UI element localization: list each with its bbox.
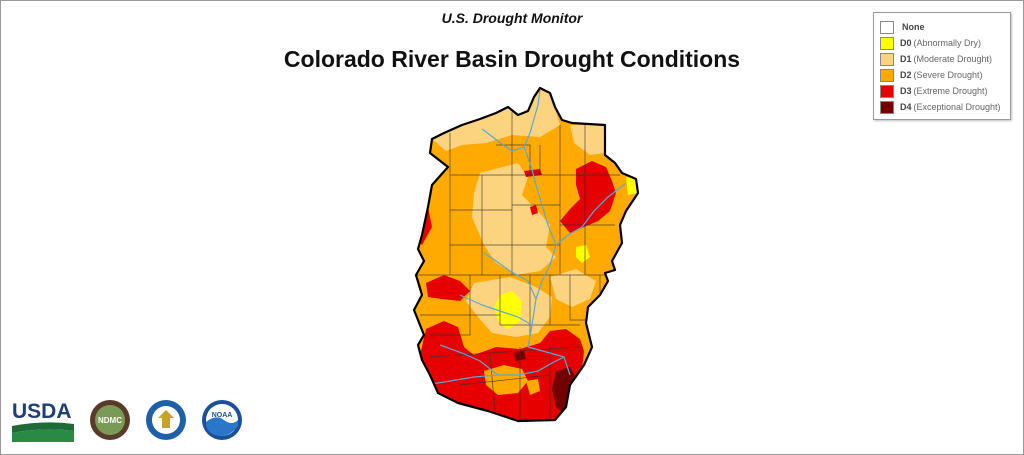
legend-code: D3 [900, 86, 912, 96]
agency-logos: USDA NDMC NOAA [12, 400, 242, 442]
legend-swatch [880, 100, 894, 114]
abnormally-dry-area [626, 177, 638, 195]
moderate-drought-area [570, 125, 605, 155]
legend-item-d4: D4 (Exceptional Drought) [880, 100, 1001, 114]
legend: None D0 (Abnormally Dry) D1 (Moderate Dr… [873, 12, 1011, 120]
legend-label: None [902, 22, 925, 32]
legend-code: D2 [900, 70, 912, 80]
legend-code: D1 [900, 54, 912, 64]
legend-code: D4 [900, 102, 912, 112]
abnormally-dry-area [494, 291, 522, 329]
extreme-drought-area [560, 161, 616, 233]
map-title: Colorado River Basin Drought Conditions [283, 46, 741, 72]
extreme-drought-area [426, 275, 470, 301]
usda-logo: USDA [12, 400, 74, 442]
legend-swatch [880, 52, 894, 66]
legend-swatch [880, 68, 894, 82]
moderate-drought-area [432, 88, 560, 151]
moderate-drought-area [550, 269, 596, 307]
basin-drought-map [412, 86, 640, 423]
legend-swatch [880, 84, 894, 98]
legend-label: (Severe Drought) [913, 70, 983, 80]
severe-drought-area [526, 379, 540, 395]
usda-logo-text: USDA [12, 400, 72, 423]
moderate-drought-area [472, 163, 556, 275]
rivers [425, 89, 627, 386]
department-seal-logo [146, 400, 186, 440]
legend-label: (Extreme Drought) [913, 86, 988, 96]
legend-item-d3: D3 (Extreme Drought) [880, 84, 988, 98]
ndmc-logo-text: NDMC [98, 416, 122, 425]
legend-item-d1: D1 (Moderate Drought) [880, 52, 992, 66]
noaa-logo-text: NOAA [212, 412, 233, 419]
abnormally-dry-area [576, 245, 590, 263]
extreme-drought-area [530, 205, 538, 215]
legend-code: D0 [900, 38, 912, 48]
legend-item-d0: D0 (Abnormally Dry) [880, 36, 981, 50]
legend-label: (Moderate Drought) [913, 54, 993, 64]
legend-item-none: None [880, 20, 927, 34]
map-subtitle: U.S. Drought Monitor [441, 10, 583, 26]
ndmc-logo: NDMC [90, 400, 130, 440]
legend-label: (Exceptional Drought) [913, 102, 1001, 112]
legend-label: (Abnormally Dry) [913, 38, 982, 48]
noaa-logo: NOAA [202, 400, 242, 440]
county-lines [414, 105, 638, 421]
legend-swatch [880, 20, 894, 34]
legend-swatch [880, 36, 894, 50]
legend-item-d2: D2 (Severe Drought) [880, 68, 983, 82]
